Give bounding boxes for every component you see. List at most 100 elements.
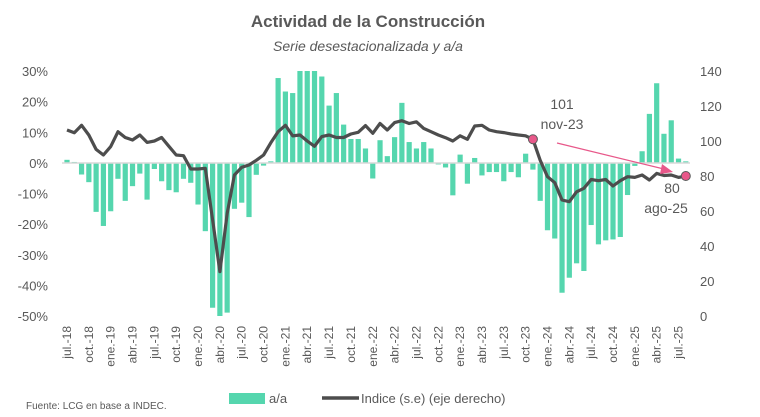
bar-series	[64, 71, 689, 316]
bar-feb-21	[290, 93, 296, 163]
bar-ago-21	[333, 93, 339, 163]
left-tick-label: -10%	[18, 187, 49, 202]
bar-ene-19	[108, 162, 114, 212]
bar-jun-19	[144, 162, 150, 200]
left-tick-label: 0%	[29, 156, 48, 171]
bar-jun-24	[581, 162, 587, 271]
x-tick-label: abr.-24	[562, 326, 576, 364]
x-tick-label: jul.-24	[584, 326, 598, 360]
bar-jul-24	[588, 162, 594, 226]
x-tick-label: oct.-20	[257, 326, 271, 363]
bar-may-24	[574, 162, 580, 264]
left-tick-label: 20%	[22, 95, 48, 110]
bar-ene-22	[370, 162, 376, 179]
x-tick-label: ene.-25	[628, 326, 642, 367]
x-tick-label: oct.-18	[82, 326, 96, 363]
x-tick-label: abr.-20	[213, 326, 227, 364]
bar-ago-24	[595, 162, 602, 245]
right-tick-label: 20	[700, 274, 714, 289]
bar-ago-20	[246, 162, 252, 218]
bar-ene-23	[457, 154, 463, 163]
x-tick-label: jul.-23	[497, 326, 511, 360]
bar-abr-24	[566, 162, 572, 278]
x-tick-label: ene.-22	[366, 326, 380, 367]
bar-may-23	[486, 162, 492, 173]
bar-mar-24	[559, 162, 565, 293]
bar-ago-22	[421, 142, 427, 163]
bar-jun-20	[231, 162, 238, 209]
x-tick-label: abr.-23	[475, 326, 489, 364]
bar-may-22	[399, 102, 405, 163]
bar-mar-23	[472, 157, 478, 163]
bar-sep-21	[341, 124, 347, 163]
bar-dic-24	[624, 162, 631, 196]
bar-jul-18	[64, 159, 70, 163]
bar-jun-25	[668, 120, 674, 163]
bar-sep-19	[166, 162, 172, 191]
bar-sep-20	[253, 162, 259, 175]
bar-oct-23	[523, 153, 529, 163]
bar-feb-20	[202, 162, 208, 232]
x-tick-label: jul.-25	[672, 326, 686, 360]
legend-label-line: Indice (s.e) (eje derecho)	[361, 391, 506, 406]
annotation-arrow	[556, 142, 669, 171]
bar-ene-20	[195, 162, 201, 205]
bar-dic-20	[275, 78, 281, 163]
bar-sep-24	[603, 162, 609, 241]
bar-jun-21	[319, 76, 325, 163]
bar-dic-19	[188, 162, 194, 183]
x-tick-label: abr.-21	[300, 326, 314, 364]
bar-nov-22	[442, 162, 449, 168]
bar-feb-19	[115, 162, 121, 179]
x-tick-label: oct.-23	[519, 326, 533, 363]
bar-mar-25	[646, 113, 652, 163]
bar-dic-18	[100, 162, 106, 226]
bar-feb-22	[377, 140, 383, 163]
bar-abr-25	[654, 83, 660, 163]
bar-jul-25	[675, 158, 682, 163]
x-tick-label: jul.-22	[409, 326, 423, 360]
x-tick-label: ene.-19	[104, 326, 118, 367]
bar-oct-21	[348, 138, 354, 163]
source-note: Fuente: LCG en base a INDEC.	[26, 401, 167, 412]
x-tick-label: abr.-22	[388, 326, 402, 364]
bar-feb-23	[464, 162, 470, 184]
bar-sep-18	[78, 162, 85, 175]
bar-abr-20	[217, 162, 223, 316]
annotations: 101 nov-23 80 ago-25	[527, 96, 691, 216]
x-tick-label: ene.-20	[191, 326, 205, 367]
chart-subtitle: Serie desestacionalizada y a/a	[273, 38, 463, 54]
right-tick-label: 140	[700, 64, 722, 79]
annotation-value-nov23: 101	[550, 96, 574, 112]
bar-dic-23	[537, 162, 543, 201]
bar-mar-20	[210, 162, 216, 308]
bar-ene-24	[544, 162, 551, 231]
right-tick-label: 80	[700, 169, 714, 184]
arrow-head-icon	[660, 164, 673, 174]
x-tick-label: abr.-25	[650, 326, 664, 364]
bar-mar-22	[384, 156, 390, 163]
right-tick-label: 120	[700, 99, 722, 114]
bar-may-19	[137, 162, 143, 174]
bar-may-20	[224, 162, 230, 313]
bar-oct-20	[260, 162, 267, 166]
bar-nov-20	[268, 161, 274, 163]
left-tick-label: -40%	[18, 278, 49, 293]
marker-ago-25	[680, 171, 691, 181]
x-tick-label: jul.-18	[60, 326, 74, 360]
bar-jul-22	[413, 148, 420, 163]
x-tick-label: oct.-24	[606, 326, 620, 363]
bar-may-21	[311, 71, 318, 163]
bar-nov-24	[617, 162, 623, 237]
right-tick-label: 60	[700, 204, 714, 219]
left-tick-label: -20%	[18, 217, 49, 232]
right-axis-ticks: 140 120 100 80 60 40 20 0	[700, 64, 722, 324]
left-tick-label: -50%	[18, 309, 49, 324]
bar-jul-23	[501, 162, 507, 182]
bar-dic-22	[450, 162, 456, 196]
bar-sep-23	[515, 162, 521, 178]
legend-swatch-bar	[229, 393, 265, 404]
bar-abr-23	[479, 162, 485, 176]
